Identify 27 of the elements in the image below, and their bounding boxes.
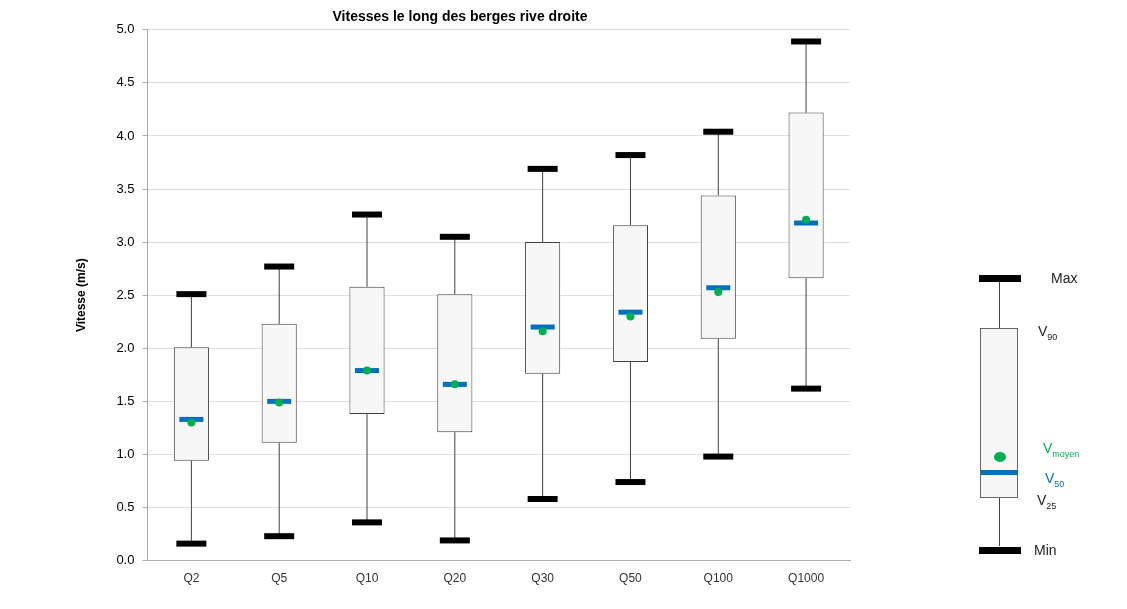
- y-tick-label: 4.5: [116, 74, 135, 90]
- x-tick-label: Q30: [531, 571, 555, 586]
- x-tick-label: Q2: [183, 571, 200, 586]
- y-axis-title: Vitesse (m/s): [73, 258, 88, 333]
- x-tick-label: Q20: [443, 571, 467, 586]
- y-tick-label: 0.0: [116, 552, 135, 568]
- text: Min: [1034, 542, 1057, 558]
- y-tick-label: 3.0: [116, 233, 135, 249]
- x-tick-label: Q10: [355, 571, 379, 586]
- x-tick-label: Q1000: [788, 571, 825, 586]
- y-tick-label: 0.5: [116, 499, 135, 515]
- y-tick-label: 4.0: [116, 127, 135, 143]
- y-tick-label: 2.5: [116, 286, 135, 302]
- chart-title: Vitesses le long des berges rive droite: [332, 8, 588, 25]
- y-tick-label: 1.5: [116, 392, 135, 408]
- y-tick-label: 2.0: [116, 339, 135, 355]
- text: V$_{90}$: [1038, 323, 1058, 342]
- x-tick-label: Q100: [703, 571, 734, 586]
- text: V$_{25}$: [1037, 492, 1057, 511]
- y-tick-label: 1.0: [116, 446, 135, 462]
- text: V$_{moyen}$: [1043, 440, 1080, 459]
- x-tick-label: Q50: [619, 571, 643, 586]
- y-tick-label: 3.5: [116, 180, 135, 196]
- y-tick-label: 5.0: [116, 21, 135, 37]
- text: V$_{50}$: [1045, 470, 1065, 489]
- text: Max: [1051, 270, 1078, 286]
- x-tick-label: Q5: [271, 571, 288, 586]
